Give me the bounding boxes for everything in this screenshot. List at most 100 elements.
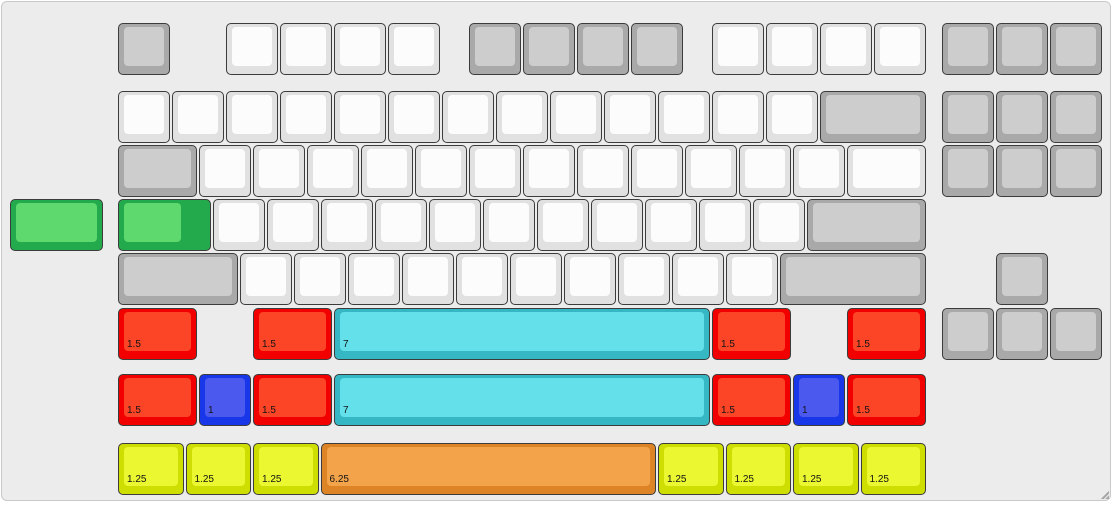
mod-1-5u-key[interactable]: 1.5 xyxy=(118,308,197,360)
delete-key[interactable] xyxy=(941,145,994,197)
print-screen-key[interactable] xyxy=(941,23,994,75)
t-key[interactable] xyxy=(415,145,467,197)
mod-1-5u-key[interactable]: 1.5 xyxy=(253,374,332,426)
digit-8-key[interactable] xyxy=(550,91,602,143)
digit-2-key[interactable] xyxy=(226,91,278,143)
f2-key[interactable] xyxy=(280,23,332,75)
equals-key[interactable] xyxy=(766,91,818,143)
arrow-down-key[interactable] xyxy=(995,308,1048,360)
v-key[interactable] xyxy=(401,253,454,305)
n-key[interactable] xyxy=(509,253,562,305)
insert-key[interactable] xyxy=(941,91,994,143)
digit-3-key[interactable] xyxy=(280,91,332,143)
p-key[interactable] xyxy=(685,145,737,197)
f4-key[interactable] xyxy=(388,23,440,75)
spacebar-7u-key[interactable]: 7 xyxy=(334,374,710,426)
floating-1-75u-key[interactable] xyxy=(10,199,103,251)
f12-key[interactable] xyxy=(874,23,926,75)
mod-1-25u-key[interactable]: 1.25 xyxy=(860,443,926,495)
f8-key[interactable] xyxy=(631,23,683,75)
resize-grip-icon[interactable] xyxy=(1100,490,1109,499)
digit-4-key[interactable] xyxy=(334,91,386,143)
arrow-right-key[interactable] xyxy=(1049,308,1102,360)
a-key[interactable] xyxy=(212,199,265,251)
k-key[interactable] xyxy=(590,199,643,251)
f1-key[interactable] xyxy=(226,23,278,75)
e-key[interactable] xyxy=(307,145,359,197)
slash-key[interactable] xyxy=(725,253,778,305)
o-key[interactable] xyxy=(631,145,683,197)
page-down-key[interactable] xyxy=(1049,145,1102,197)
semicolon-key[interactable] xyxy=(698,199,751,251)
spacebar-7u-key[interactable]: 7 xyxy=(334,308,710,360)
mod-1-5u-key[interactable]: 1.5 xyxy=(253,308,332,360)
page-up-key[interactable] xyxy=(1049,91,1102,143)
minus-key[interactable] xyxy=(712,91,764,143)
l-key[interactable] xyxy=(644,199,697,251)
c-key[interactable] xyxy=(347,253,400,305)
comma-key[interactable] xyxy=(617,253,670,305)
mod-1-25u-key[interactable]: 1.25 xyxy=(185,443,251,495)
tab-key[interactable] xyxy=(118,145,197,197)
backspace-key[interactable] xyxy=(820,91,926,143)
digit-9-key[interactable] xyxy=(604,91,656,143)
period-key[interactable] xyxy=(671,253,724,305)
f10-key[interactable] xyxy=(766,23,818,75)
mod-1-25u-key[interactable]: 1.25 xyxy=(658,443,724,495)
caps-lock-stepped-key[interactable] xyxy=(118,199,211,251)
mod-1-25u-key[interactable]: 1.25 xyxy=(793,443,859,495)
enter-key[interactable] xyxy=(806,199,926,251)
w-key[interactable] xyxy=(253,145,305,197)
f6-key[interactable] xyxy=(523,23,575,75)
f7-key[interactable] xyxy=(577,23,629,75)
home-key[interactable] xyxy=(995,91,1048,143)
mod-1-5u-key[interactable]: 1.5 xyxy=(847,308,926,360)
mod-1u-key[interactable]: 1 xyxy=(793,374,845,426)
shift-right-key[interactable] xyxy=(779,253,926,305)
mod-1-5u-key[interactable]: 1.5 xyxy=(847,374,926,426)
f11-key[interactable] xyxy=(820,23,872,75)
spacebar-6-25u-key[interactable]: 6.25 xyxy=(320,443,656,495)
grave-key[interactable] xyxy=(118,91,170,143)
mod-1-25u-key[interactable]: 1.25 xyxy=(725,443,791,495)
s-key[interactable] xyxy=(266,199,319,251)
end-key[interactable] xyxy=(995,145,1048,197)
q-key[interactable] xyxy=(199,145,251,197)
digit-0-key[interactable] xyxy=(658,91,710,143)
digit-1-key[interactable] xyxy=(172,91,224,143)
mod-1-5u-key[interactable]: 1.5 xyxy=(118,374,197,426)
shift-left-key[interactable] xyxy=(118,253,238,305)
y-key[interactable] xyxy=(469,145,521,197)
g-key[interactable] xyxy=(428,199,481,251)
esc-key[interactable] xyxy=(118,23,170,75)
arrow-up-key[interactable] xyxy=(995,253,1048,305)
digit-5-key[interactable] xyxy=(388,91,440,143)
z-key[interactable] xyxy=(239,253,292,305)
backslash-key[interactable] xyxy=(847,145,926,197)
bracket-open-key[interactable] xyxy=(739,145,791,197)
j-key[interactable] xyxy=(536,199,589,251)
mod-1-25u-key[interactable]: 1.25 xyxy=(253,443,319,495)
d-key[interactable] xyxy=(320,199,373,251)
scroll-lock-key[interactable] xyxy=(995,23,1048,75)
r-key[interactable] xyxy=(361,145,413,197)
f9-key[interactable] xyxy=(712,23,764,75)
h-key[interactable] xyxy=(482,199,535,251)
bracket-close-key[interactable] xyxy=(793,145,845,197)
mod-1-25u-key[interactable]: 1.25 xyxy=(118,443,184,495)
mod-1u-key[interactable]: 1 xyxy=(199,374,251,426)
digit-6-key[interactable] xyxy=(442,91,494,143)
m-key[interactable] xyxy=(563,253,616,305)
u-key[interactable] xyxy=(523,145,575,197)
f5-key[interactable] xyxy=(469,23,521,75)
quote-key[interactable] xyxy=(752,199,805,251)
mod-1-5u-key[interactable]: 1.5 xyxy=(712,374,791,426)
x-key[interactable] xyxy=(293,253,346,305)
f-key[interactable] xyxy=(374,199,427,251)
pause-key[interactable] xyxy=(1049,23,1102,75)
mod-1-5u-key[interactable]: 1.5 xyxy=(712,308,791,360)
b-key[interactable] xyxy=(455,253,508,305)
f3-key[interactable] xyxy=(334,23,386,75)
digit-7-key[interactable] xyxy=(496,91,548,143)
i-key[interactable] xyxy=(577,145,629,197)
